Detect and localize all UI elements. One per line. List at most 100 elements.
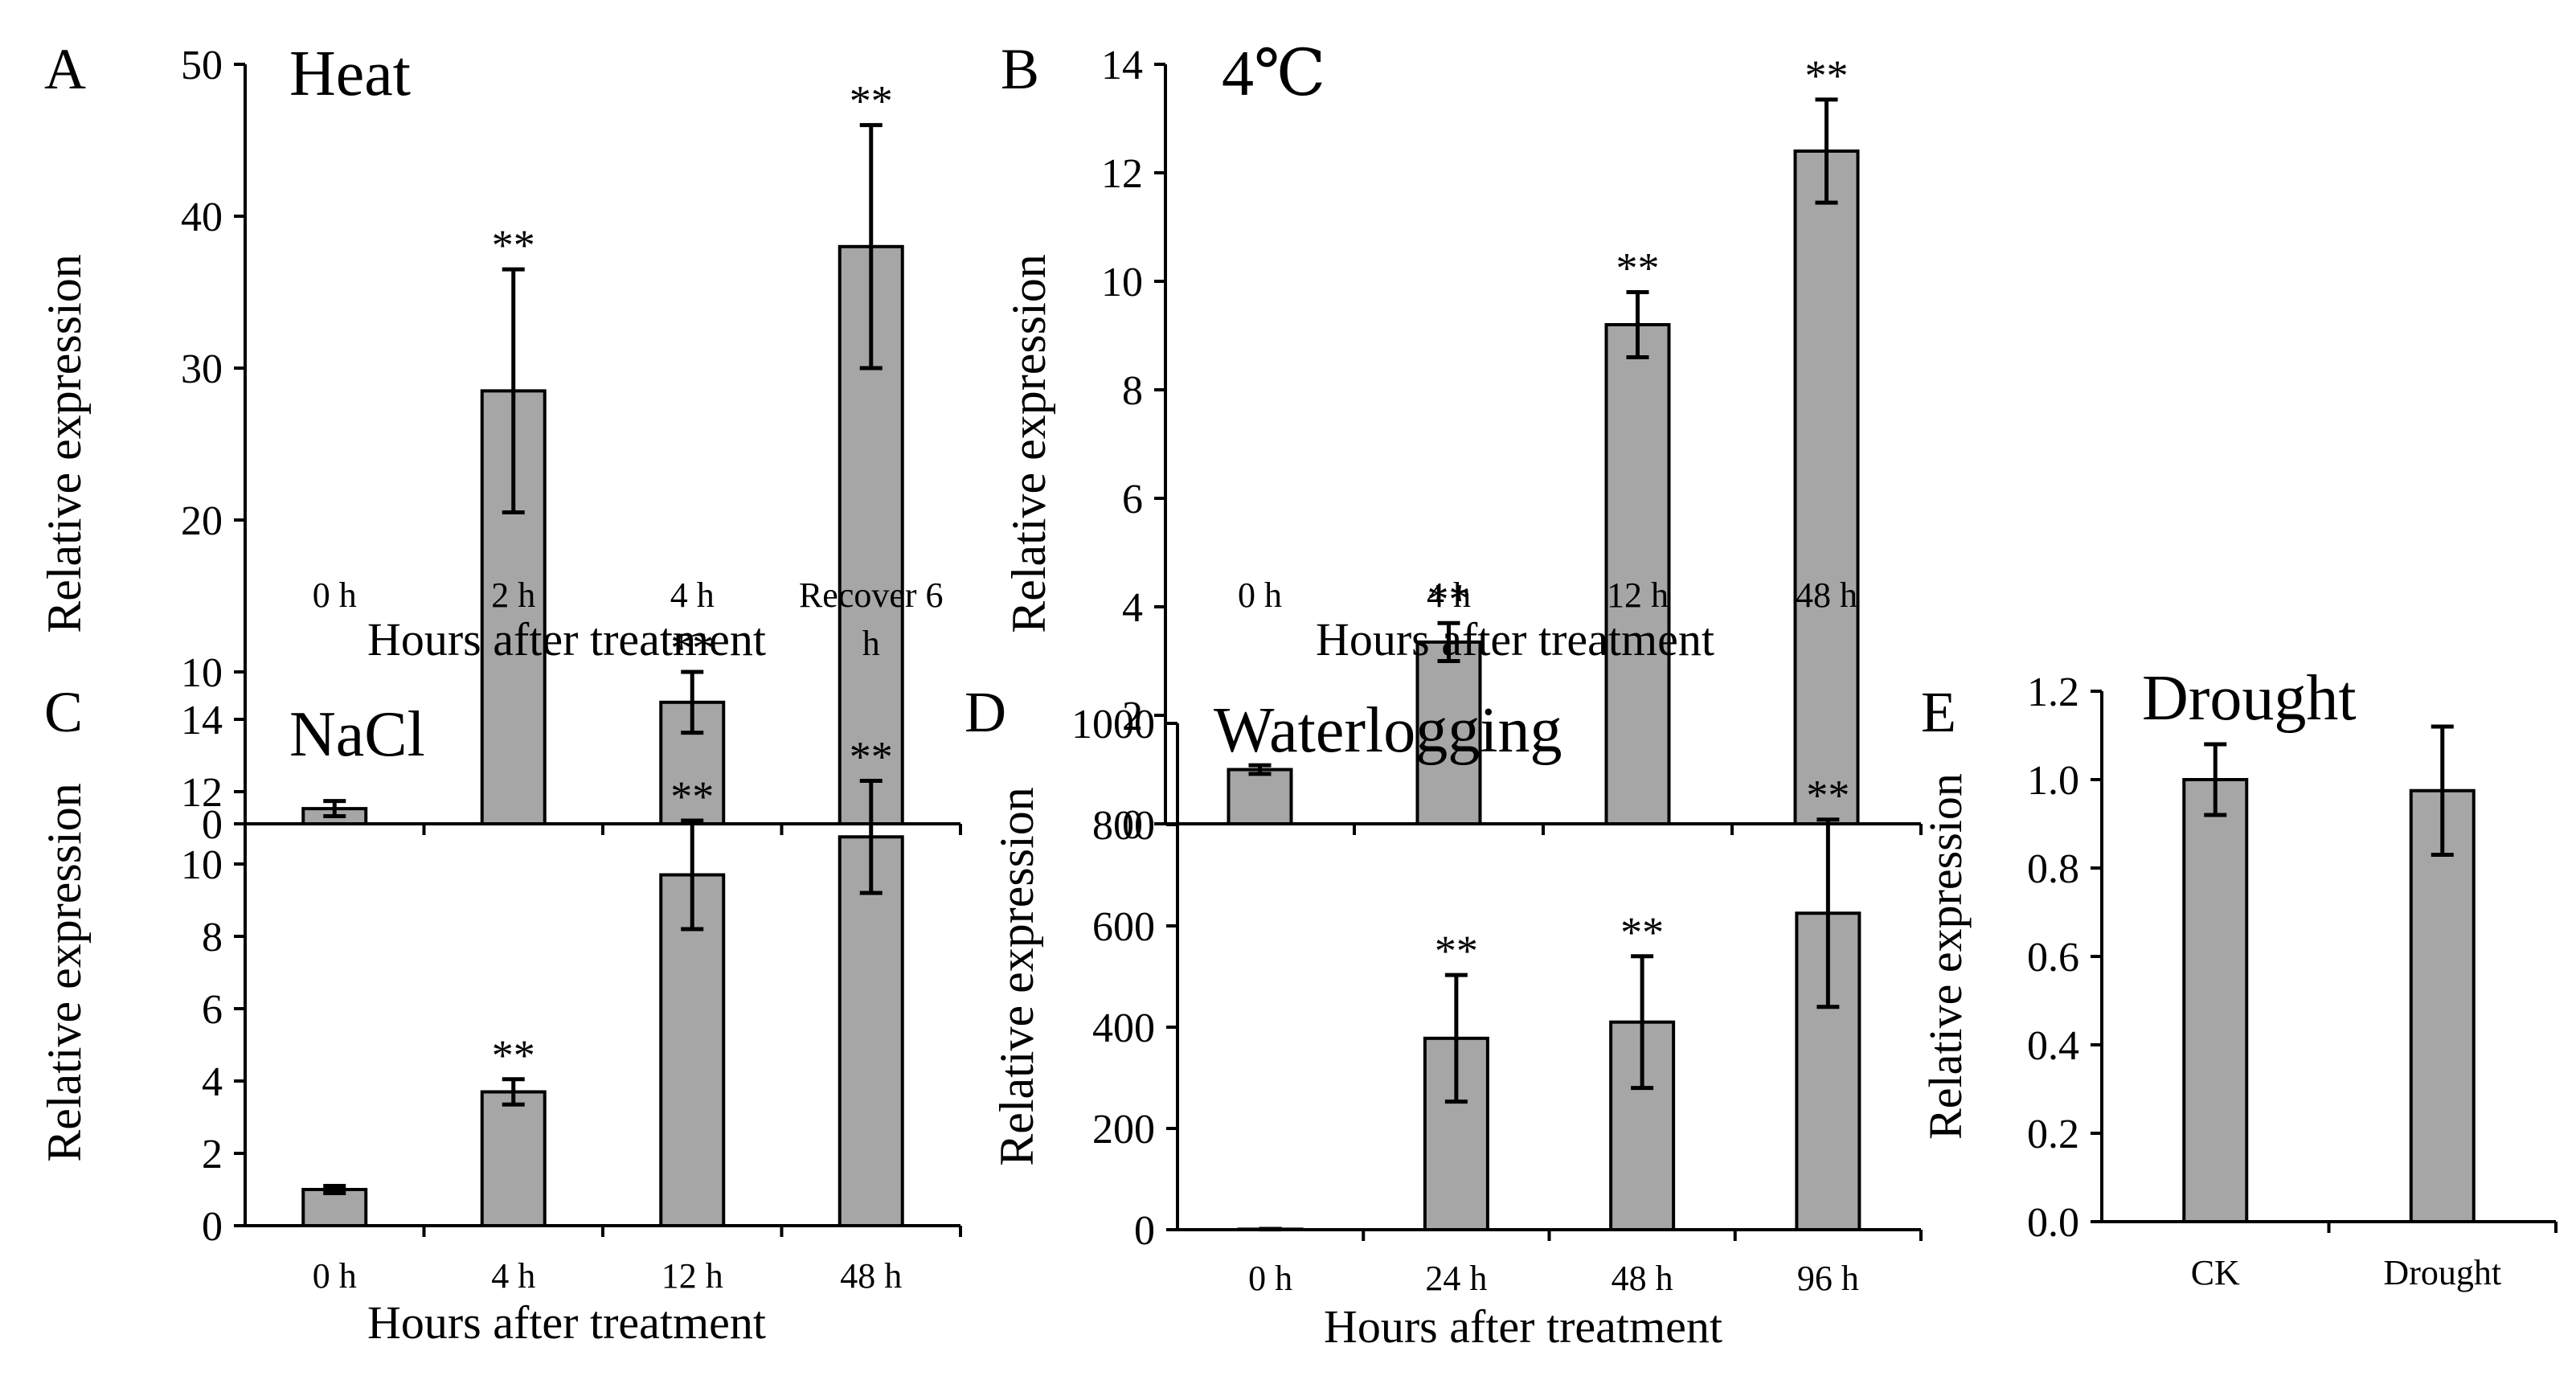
x-axis-label: Hours after treatment (1316, 613, 1714, 665)
y-tick-label: 10 (181, 842, 223, 888)
panel-letter: C (44, 680, 83, 744)
y-axis-label: Relative expression (38, 254, 91, 633)
y-tick-label: 2 (202, 1132, 223, 1177)
y-tick-label: 30 (181, 346, 223, 392)
x-axis-label: Hours after treatment (367, 613, 766, 665)
panel-D: D Waterlogging 0 200 400 600 800 1000 Relative e… (964, 680, 1923, 1353)
significance-label: ** (1427, 575, 1471, 623)
significance-label: ** (1806, 772, 1849, 820)
y-tick-label: 40 (181, 195, 223, 240)
panel-A: A Heat 0 10 20 30 40 50 Relative expression 0 h **… (38, 37, 962, 848)
y-tick-label: 0.0 (2027, 1200, 2079, 1246)
panel-title: Heat (289, 39, 411, 109)
x-tick-label: 48 h (1796, 575, 1857, 615)
significance-label: ** (492, 1031, 535, 1079)
significance-label: ** (850, 77, 893, 125)
y-tick-label: 1.2 (2027, 670, 2079, 715)
x-tick-label: 48 h (1612, 1259, 1673, 1298)
y-tick-label: 0 (202, 1204, 223, 1250)
y-tick-label: 14 (181, 698, 223, 743)
y-axis-label: Relative expression (38, 783, 91, 1162)
bar-E-0 (2182, 778, 2249, 1223)
significance-label: ** (1435, 927, 1478, 975)
y-tick-label: 0.2 (2027, 1112, 2079, 1157)
y-tick-label: 6 (202, 987, 223, 1033)
panel-title: Waterlogging (1214, 695, 1562, 766)
x-tick-label: Drought (2383, 1253, 2501, 1292)
y-tick-label: 1000 (1071, 702, 1155, 747)
y-tick-label: 8 (202, 915, 223, 960)
panel-C: C NaCl 0 2 4 6 8 10 12 14 Relative expression 0 h **… (38, 680, 962, 1349)
x-tick-label: 12 h (661, 1256, 723, 1296)
x-tick-label: 4 h (491, 1256, 535, 1296)
y-tick-label: 0 (1134, 1208, 1155, 1254)
x-tick-label: 0 h (313, 1256, 357, 1296)
y-tick-label: 0 (1122, 802, 1143, 848)
x-tick-label: Recover 6 (799, 575, 944, 615)
significance-label: ** (670, 624, 714, 672)
bar-C-3 (838, 835, 904, 1227)
y-tick-label: 10 (181, 650, 223, 696)
y-tick-label: 0 (202, 802, 223, 848)
y-tick-label: 12 (181, 770, 223, 816)
x-tick-label: 96 h (1797, 1259, 1859, 1298)
y-tick-label: 50 (181, 43, 223, 88)
bar-C-2 (659, 873, 726, 1227)
y-tick-label: 800 (1092, 803, 1155, 849)
y-tick-label: 0.4 (2027, 1023, 2079, 1069)
y-tick-label: 8 (1122, 368, 1143, 414)
y-axis-label: Relative expression (1002, 254, 1055, 633)
y-tick-label: 10 (1101, 260, 1143, 305)
bar-B-1 (1415, 640, 1482, 825)
y-axis-label: Relative expression (1919, 773, 1972, 1140)
y-tick-label: 200 (1092, 1107, 1155, 1153)
panel-title: NaCl (289, 699, 425, 770)
y-tick-label: 4 (1122, 585, 1143, 631)
y-tick-label: 14 (1101, 43, 1143, 88)
bar-D-3 (1795, 911, 1861, 1231)
x-tick-label: 4 h (670, 575, 715, 615)
x-tick-label: 0 h (1238, 575, 1282, 615)
significance-label: ** (1805, 51, 1849, 100)
panel-letter: E (1921, 680, 1956, 744)
significance-label: ** (670, 772, 714, 821)
panel-title: 4℃ (1222, 39, 1326, 109)
bar-B-0 (1227, 768, 1293, 825)
y-tick-label: 400 (1092, 1005, 1155, 1051)
x-axis-label: Hours after treatment (367, 1296, 766, 1349)
significance-label: ** (850, 733, 893, 781)
x-tick-label: CK (2191, 1253, 2240, 1292)
y-axis-label: Relative expression (990, 787, 1043, 1166)
x-tick-label: 12 h (1607, 575, 1669, 615)
significance-label: ** (492, 221, 535, 269)
y-tick-label: 20 (181, 498, 223, 544)
panel-letter: A (44, 37, 86, 101)
y-tick-label: 2 (1122, 694, 1143, 739)
y-tick-label: 1.0 (2027, 758, 2079, 804)
x-tick-label: 48 h (840, 1256, 902, 1296)
y-tick-label: 4 (202, 1059, 223, 1105)
x-tick-label: 0 h (313, 575, 357, 615)
significance-label: ** (1620, 908, 1664, 956)
y-tick-label: 600 (1092, 904, 1155, 950)
bar-B-3 (1793, 149, 1860, 825)
panel-letter: D (964, 680, 1006, 744)
x-axis-label: Hours after treatment (1324, 1300, 1722, 1353)
x-tick-label: 0 h (1248, 1259, 1292, 1298)
x-tick-label: 4 h (1427, 575, 1471, 615)
x-tick-label: 24 h (1425, 1259, 1487, 1298)
panel-letter: B (1001, 37, 1039, 101)
panel-E: E Drought 0.0 0.2 0.4 0.6 0.8 1.0 1.2 Relative ex… (1919, 663, 2558, 1292)
y-tick-label: 0.8 (2027, 846, 2079, 892)
panel-title: Drought (2142, 663, 2357, 734)
x-tick-label: 2 h (491, 575, 535, 615)
x-tick-label-wrap: h (862, 624, 880, 663)
significance-label: ** (1616, 244, 1660, 293)
y-tick-label: 6 (1122, 477, 1143, 522)
y-tick-label: 12 (1101, 151, 1143, 197)
y-tick-label: 0.6 (2027, 935, 2079, 981)
bar-C-1 (480, 1090, 547, 1227)
